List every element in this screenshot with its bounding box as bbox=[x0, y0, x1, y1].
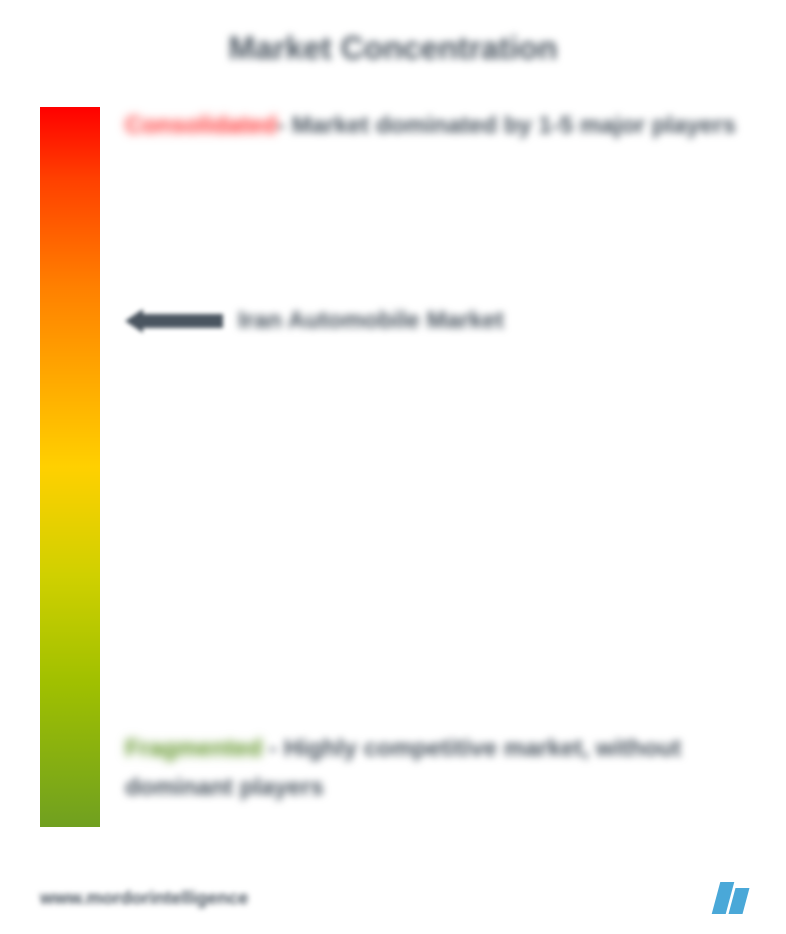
consolidated-desc-text: - Market dominated by 1-5 major players bbox=[277, 112, 736, 139]
logo-bar-2 bbox=[729, 888, 750, 914]
arrow-head bbox=[125, 309, 143, 333]
fragmented-description: Fragmented - Highly competitive market, … bbox=[125, 730, 746, 807]
labels-container: Consolidated- Market dominated by 1-5 ma… bbox=[125, 107, 746, 827]
fragmented-label-group: Fragmented - Highly competitive market, … bbox=[125, 730, 746, 807]
footer: www.mordorintelligence bbox=[40, 882, 746, 914]
market-name-label: Iran Automobile Market bbox=[238, 307, 504, 335]
concentration-gradient-bar bbox=[40, 107, 100, 827]
mordor-logo-icon bbox=[716, 882, 746, 914]
consolidated-term: Consolidated bbox=[125, 112, 277, 139]
arrow-left-icon bbox=[125, 309, 223, 333]
market-indicator-group: Iran Automobile Market bbox=[125, 307, 504, 335]
fragmented-term: Fragmented bbox=[125, 735, 262, 762]
arrow-body bbox=[143, 314, 223, 328]
source-attribution: www.mordorintelligence bbox=[40, 888, 248, 909]
consolidated-description: Consolidated- Market dominated by 1-5 ma… bbox=[125, 107, 736, 145]
page-title: Market Concentration bbox=[40, 30, 746, 67]
content-area: Consolidated- Market dominated by 1-5 ma… bbox=[40, 107, 746, 827]
consolidated-label-group: Consolidated- Market dominated by 1-5 ma… bbox=[125, 107, 736, 145]
infographic-container: Market Concentration Consolidated- Marke… bbox=[0, 0, 786, 934]
